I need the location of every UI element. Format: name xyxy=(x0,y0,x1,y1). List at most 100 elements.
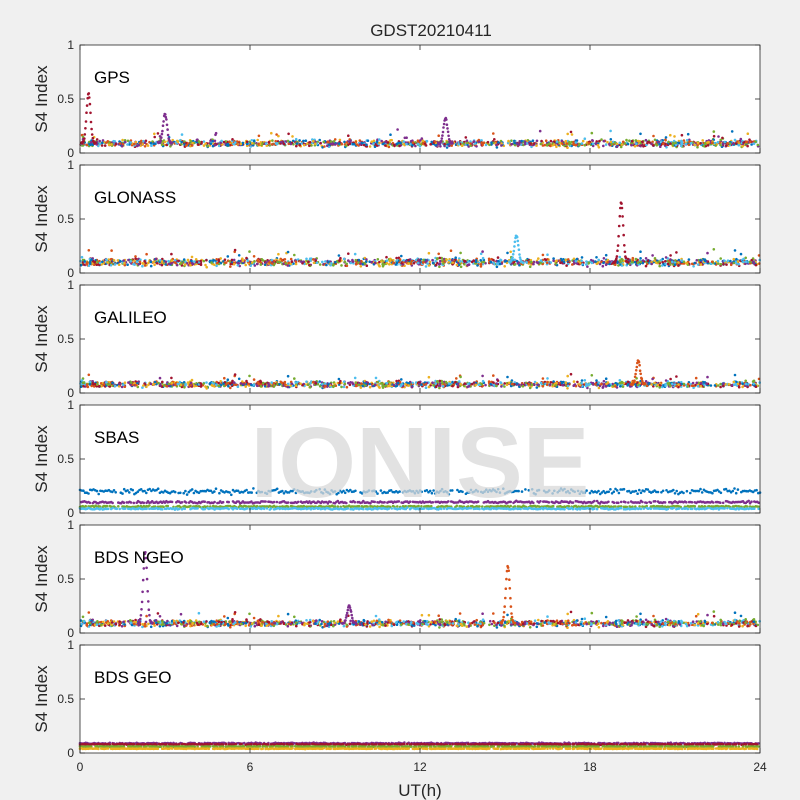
data-point xyxy=(180,501,184,504)
data-point xyxy=(680,141,683,145)
data-point xyxy=(532,142,536,145)
data-point xyxy=(249,264,252,268)
data-point xyxy=(699,385,703,388)
data-point xyxy=(202,144,206,147)
data-point xyxy=(495,384,498,388)
data-point xyxy=(746,144,749,148)
data-point xyxy=(597,381,600,384)
data-point xyxy=(620,202,623,205)
data-point xyxy=(608,384,611,388)
data-point xyxy=(400,254,403,258)
data-point xyxy=(386,141,390,144)
data-point xyxy=(575,257,579,261)
data-point xyxy=(123,261,126,265)
data-point xyxy=(190,144,194,147)
data-point xyxy=(696,145,699,149)
data-point xyxy=(418,382,421,386)
data-point xyxy=(182,491,185,495)
data-point xyxy=(626,380,630,384)
data-point xyxy=(638,144,641,147)
data-point xyxy=(653,138,657,142)
data-point xyxy=(273,384,276,387)
data-point xyxy=(127,381,130,384)
data-point xyxy=(754,140,757,143)
data-point xyxy=(164,113,167,116)
data-point xyxy=(157,382,160,385)
data-point xyxy=(151,140,154,143)
data-point xyxy=(155,262,159,265)
data-point xyxy=(340,264,343,267)
data-point xyxy=(481,250,484,253)
data-point xyxy=(347,252,350,255)
data-point xyxy=(700,491,704,494)
data-point xyxy=(472,259,476,262)
data-point xyxy=(286,139,290,143)
data-point xyxy=(425,139,429,143)
data-point xyxy=(329,142,333,145)
data-point xyxy=(562,260,566,264)
data-point xyxy=(217,144,221,148)
data-point xyxy=(374,376,378,380)
data-point xyxy=(233,248,237,252)
data-point xyxy=(554,262,558,265)
data-point xyxy=(591,142,595,145)
data-point xyxy=(493,138,496,141)
data-point xyxy=(270,262,274,265)
data-point xyxy=(348,142,352,146)
data-point xyxy=(137,144,140,147)
data-point xyxy=(189,264,192,267)
data-point xyxy=(270,381,274,384)
data-point xyxy=(585,382,588,386)
data-point xyxy=(228,140,231,143)
data-point xyxy=(110,143,113,146)
data-point xyxy=(574,143,578,147)
data-point xyxy=(283,383,287,386)
data-point xyxy=(213,143,217,147)
data-point xyxy=(156,487,160,491)
data-point xyxy=(518,140,521,143)
data-point xyxy=(513,263,517,266)
data-point xyxy=(343,260,347,264)
data-point xyxy=(170,262,173,265)
data-point xyxy=(442,122,446,126)
data-point xyxy=(140,139,143,143)
data-point xyxy=(153,135,156,139)
data-point xyxy=(643,490,646,493)
data-point xyxy=(370,140,374,143)
data-point xyxy=(118,142,122,145)
data-point xyxy=(653,259,656,263)
data-point xyxy=(510,143,513,146)
data-point xyxy=(673,492,677,495)
data-point xyxy=(446,130,450,134)
data-point xyxy=(186,381,190,384)
data-point xyxy=(498,262,502,266)
data-point xyxy=(726,259,730,263)
data-point xyxy=(226,255,230,258)
data-point xyxy=(270,258,274,262)
data-point xyxy=(314,382,318,385)
data-point xyxy=(85,143,88,147)
data-point xyxy=(180,143,183,146)
data-point xyxy=(680,139,683,143)
data-point xyxy=(634,139,638,142)
data-point xyxy=(205,258,208,262)
data-point xyxy=(87,373,91,377)
data-point xyxy=(268,384,271,387)
data-point xyxy=(223,376,226,380)
data-point xyxy=(746,132,750,135)
data-point xyxy=(451,261,455,264)
data-point xyxy=(159,384,162,387)
data-point xyxy=(80,255,84,259)
data-point xyxy=(684,142,688,146)
data-point xyxy=(455,377,458,380)
data-point xyxy=(680,259,684,262)
data-point xyxy=(345,262,349,266)
data-point xyxy=(434,382,438,385)
data-point xyxy=(422,258,425,262)
data-point xyxy=(290,260,294,264)
data-point xyxy=(742,257,745,261)
data-point xyxy=(184,501,188,504)
data-point xyxy=(161,129,164,133)
data-point xyxy=(378,264,381,268)
data-point xyxy=(539,381,543,385)
